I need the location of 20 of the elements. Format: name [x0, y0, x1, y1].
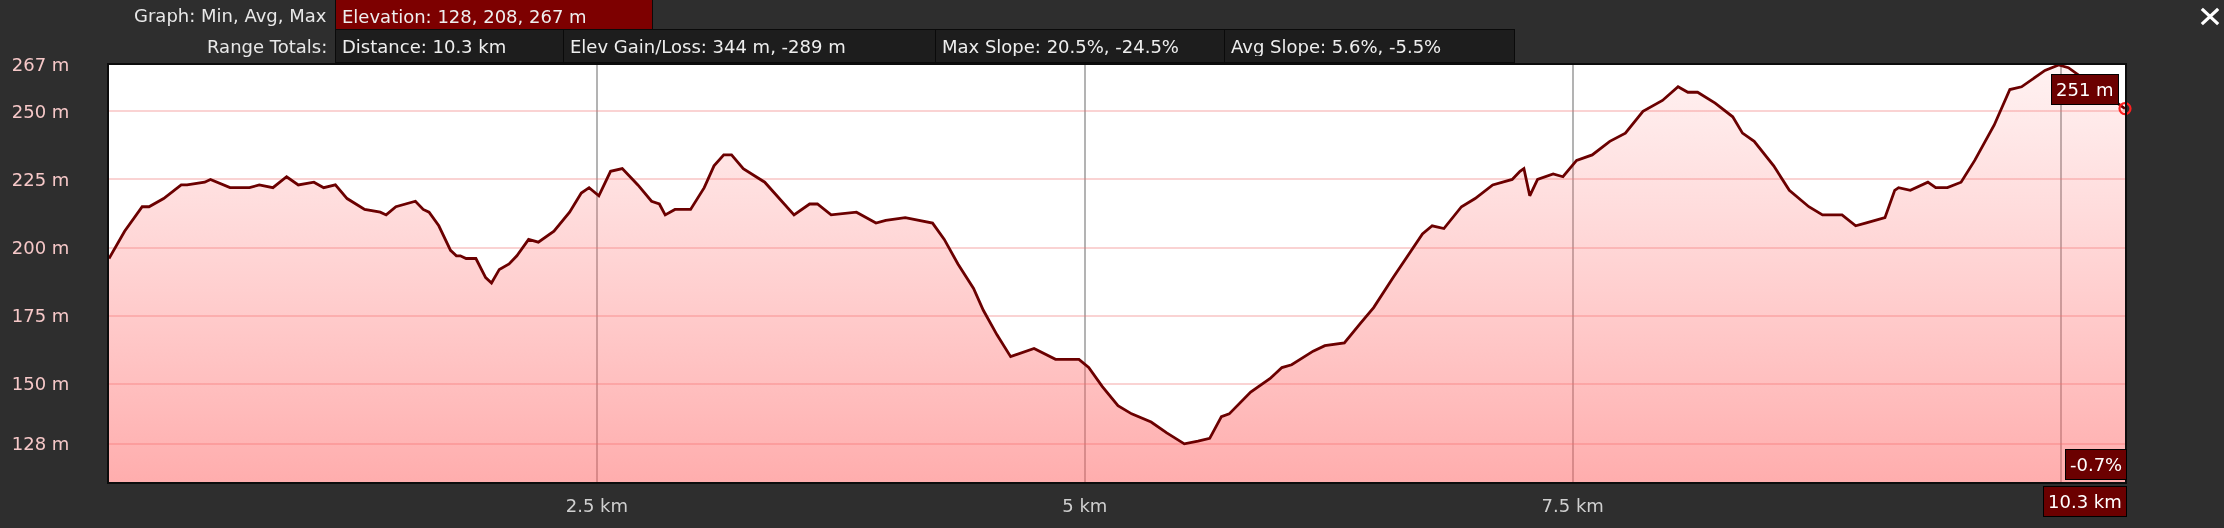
- text: 10.3 km: [2048, 491, 2122, 512]
- text: Max Slope: 20.5%, -24.5%: [942, 35, 1179, 57]
- text: Range Totals:: [207, 36, 328, 57]
- annotation: -0.7%: [2070, 454, 2123, 475]
- y-tick-label: 128 m: [11, 433, 70, 455]
- x-tick-label: 7.5 km: [1541, 494, 1604, 516]
- y-tick-label: 250 m: [11, 100, 70, 122]
- y-tick-label: 150 m: [11, 373, 70, 395]
- x-tick-label: 5 km: [1062, 494, 1108, 516]
- y-tick-label: 267 m: [11, 54, 70, 76]
- text: Elevation: 128, 208, 267 m: [342, 5, 587, 27]
- y-tick-label: 225 m: [11, 168, 70, 190]
- y-tick-label: 200 m: [11, 236, 70, 258]
- text: Avg Slope: 5.6%, -5.5%: [1231, 35, 1442, 57]
- x-tick-label: 2.5 km: [565, 494, 629, 516]
- annotation: 251 m: [2056, 79, 2114, 100]
- text: Graph: Min, Avg, Max: [134, 5, 327, 26]
- y-tick-label: 175 m: [11, 305, 70, 327]
- text: Elev Gain/Loss: 344 m, -289 m: [570, 35, 846, 57]
- text: Distance: 10.3 km: [342, 35, 507, 57]
